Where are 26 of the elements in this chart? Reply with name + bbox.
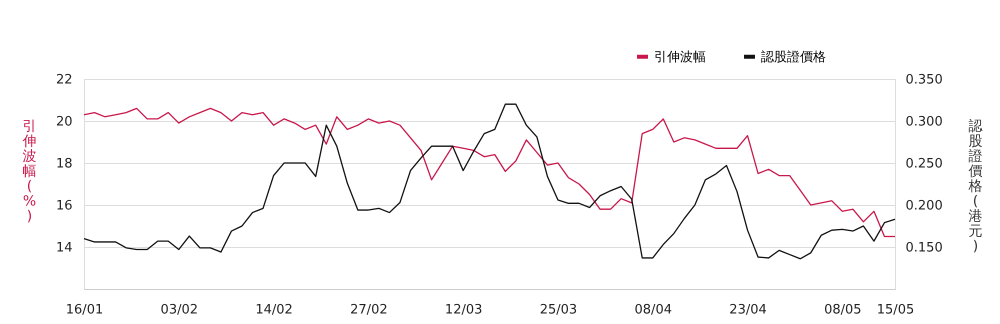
y-tick-label: 16 xyxy=(56,198,72,214)
x-tick-label: 08/05 xyxy=(824,302,862,318)
x-tick-label: 08/04 xyxy=(634,302,672,318)
x-tick-label: 12/03 xyxy=(444,302,482,318)
x-tick-label: 03/02 xyxy=(160,302,198,318)
y2-tick-label: 0.150 xyxy=(906,240,943,256)
legend-label: 引伸波幅 xyxy=(654,50,706,65)
y-tick-label: 14 xyxy=(56,240,72,256)
x-tick-label: 16/01 xyxy=(66,302,104,318)
legend-label: 認股證價格 xyxy=(761,50,826,65)
line-series xyxy=(83,104,896,260)
y2-tick-label: 0.350 xyxy=(906,72,943,88)
x-tick-label: 14/02 xyxy=(255,302,293,318)
text: 認股證價格(港元) xyxy=(968,118,982,254)
x-tick-label: 15/05 xyxy=(876,302,914,318)
x-tick-label: 23/04 xyxy=(729,302,767,318)
y-axis-title: 引伸波幅(%) xyxy=(22,118,36,224)
y2-tick-label: 0.250 xyxy=(906,156,943,172)
line-series xyxy=(83,108,896,238)
y-tick-label: 22 xyxy=(56,72,72,88)
y-tick-label: 18 xyxy=(56,156,72,172)
y2-tick-label: 0.200 xyxy=(906,198,943,214)
x-tick-label: 27/02 xyxy=(350,302,388,318)
x-tick-label: 25/03 xyxy=(540,302,578,318)
y2-tick-label: 0.300 xyxy=(906,114,943,130)
y-tick-label: 20 xyxy=(56,114,72,130)
